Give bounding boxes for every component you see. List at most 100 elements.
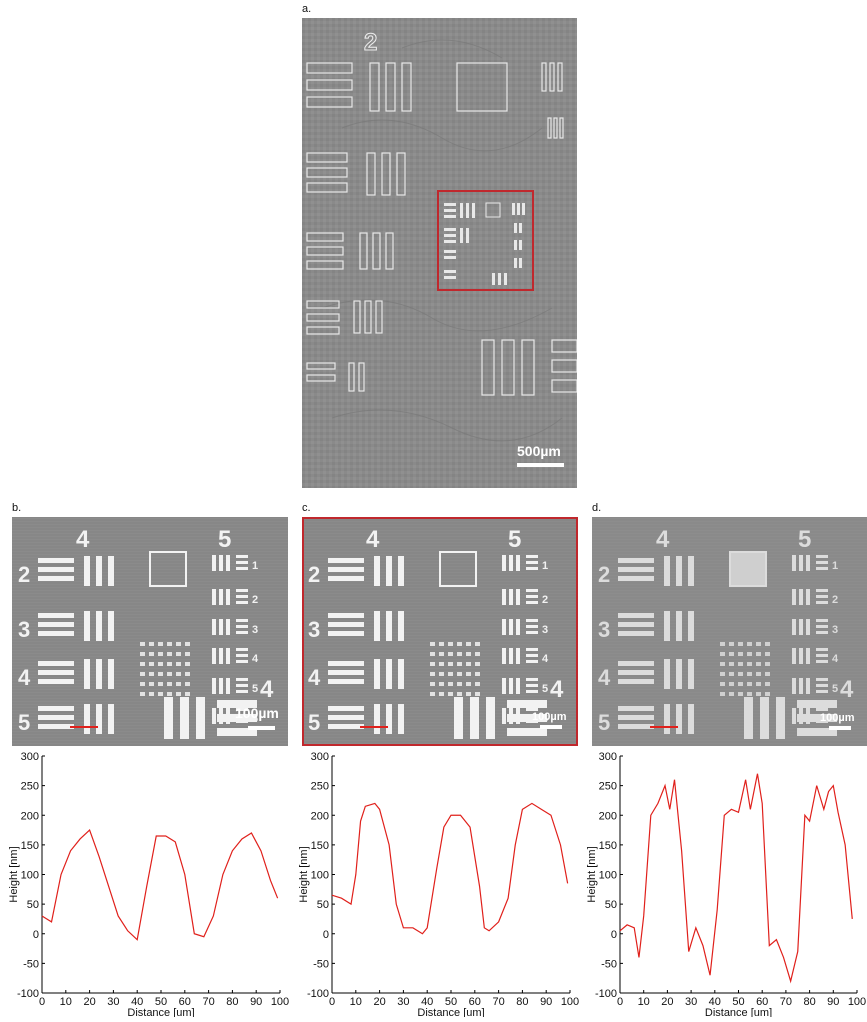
- x-tick-label: 70: [492, 996, 504, 1008]
- x-tick-label: 100: [848, 996, 866, 1008]
- target-h-bar-small: [526, 708, 538, 711]
- target-tiny-element: [457, 692, 462, 696]
- target-v-bar-small: [806, 648, 810, 664]
- target-h-bar-small: [236, 654, 248, 657]
- target-tiny-element: [720, 642, 725, 646]
- target-tiny-element: [765, 652, 770, 656]
- target-right-digit: 5: [252, 683, 258, 695]
- roi-box: [437, 190, 534, 291]
- target-tiny-element: [756, 682, 761, 686]
- target-h-bar-small: [816, 708, 828, 711]
- target-v-bar-small: [792, 619, 796, 635]
- target-v-bar-large: [760, 697, 769, 739]
- target-h-bar: [618, 724, 654, 729]
- target-tiny-element: [466, 642, 471, 646]
- target-h-bar-small: [236, 567, 248, 570]
- target-tiny-element: [149, 682, 154, 686]
- target-tiny-element: [756, 642, 761, 646]
- target-tiny-element: [149, 672, 154, 676]
- target-tiny-element: [765, 642, 770, 646]
- target-tiny-element: [475, 682, 480, 686]
- target-digit-4-bottom: 4: [840, 676, 854, 703]
- target-row-digit: 3: [598, 617, 610, 642]
- target-right-digit: 3: [252, 624, 258, 636]
- target-h-bar-large: [217, 714, 257, 722]
- target-digit-4: 4: [656, 526, 670, 553]
- target-tiny-element: [475, 652, 480, 656]
- target-h-bar: [618, 706, 654, 711]
- target-v-bar-small: [516, 619, 520, 635]
- target-tiny-element: [738, 642, 743, 646]
- y-tick-label: -50: [601, 958, 617, 970]
- x-tick-label: 40: [131, 996, 143, 1008]
- target-tiny-element: [430, 682, 435, 686]
- target-right-digit: 5: [542, 683, 548, 695]
- target-right-digit: 4: [832, 653, 839, 665]
- panel-label-d: d.: [592, 502, 602, 514]
- target-h-bar-small: [526, 684, 538, 687]
- target-h-bar-small: [526, 660, 538, 663]
- scalebar-b: [248, 726, 275, 730]
- target-v-bar-small: [502, 708, 506, 724]
- target-row-digit: 2: [308, 562, 320, 587]
- target-digit-4: 4: [366, 526, 380, 553]
- target-h-bar: [38, 670, 74, 675]
- target-tiny-element: [729, 682, 734, 686]
- target-tiny-element: [430, 692, 435, 696]
- profile-series-line: [331, 802, 569, 935]
- target-tiny-element: [430, 642, 435, 646]
- target-v-bar-small: [516, 589, 520, 605]
- target-v-bar-small: [799, 589, 803, 605]
- target-tiny-element: [439, 652, 444, 656]
- target-h-bar-small: [236, 660, 248, 663]
- target-h-bar: [618, 613, 654, 618]
- panel-c-image: 45234511234564 100µm: [302, 517, 578, 746]
- target-h-bar-small: [816, 625, 828, 628]
- x-axis-label: Distance [um]: [417, 1007, 484, 1017]
- target-v-bar: [688, 611, 694, 641]
- target-v-bar-large: [196, 697, 205, 739]
- target-h-bar: [618, 661, 654, 666]
- y-tick-label: 0: [33, 929, 39, 941]
- target-v-bar-small: [806, 555, 810, 571]
- target-right-digit: 3: [832, 624, 838, 636]
- x-axis-label: Distance [um]: [127, 1007, 194, 1017]
- y-tick-label: 100: [311, 870, 329, 882]
- target-v-bar: [108, 659, 114, 689]
- target-h-bar: [38, 631, 74, 636]
- target-h-bar: [38, 567, 74, 572]
- target-tiny-element: [185, 692, 190, 696]
- target-v-bar-small: [212, 678, 216, 694]
- y-tick-label: 200: [311, 810, 329, 822]
- target-h-bar: [618, 631, 654, 636]
- target-v-bar-large: [486, 697, 495, 739]
- target-digit-4: 4: [76, 526, 90, 553]
- target-h-bar-small: [816, 589, 828, 592]
- target-tiny-element: [729, 672, 734, 676]
- target-v-bar-large: [454, 697, 463, 739]
- y-tick-label: 200: [599, 810, 617, 822]
- x-tick-label: 30: [685, 996, 697, 1008]
- x-tick-label: 40: [709, 996, 721, 1008]
- target-tiny-element: [439, 672, 444, 676]
- target-v-bar-small: [799, 619, 803, 635]
- y-axis-label: Height [nm]: [8, 846, 20, 902]
- target-tiny-element: [457, 672, 462, 676]
- target-h-bar: [328, 558, 364, 563]
- target-v-bar: [108, 704, 114, 734]
- target-h-bar: [38, 622, 74, 627]
- y-tick-label: 300: [311, 751, 329, 763]
- x-tick-label: 100: [271, 996, 289, 1008]
- target-tiny-element: [765, 692, 770, 696]
- target-right-digit: 4: [542, 653, 549, 665]
- target-tiny-element: [729, 692, 734, 696]
- target-h-bar-large: [797, 700, 837, 708]
- target-tiny-element: [167, 692, 172, 696]
- y-tick-label: 50: [605, 899, 617, 911]
- target-v-bar: [676, 659, 682, 689]
- target-v-bar-small: [219, 589, 223, 605]
- target-tiny-element: [466, 652, 471, 656]
- target-tiny-element: [729, 642, 734, 646]
- target-h-bar: [38, 558, 74, 563]
- target-v-bar-small: [502, 648, 506, 664]
